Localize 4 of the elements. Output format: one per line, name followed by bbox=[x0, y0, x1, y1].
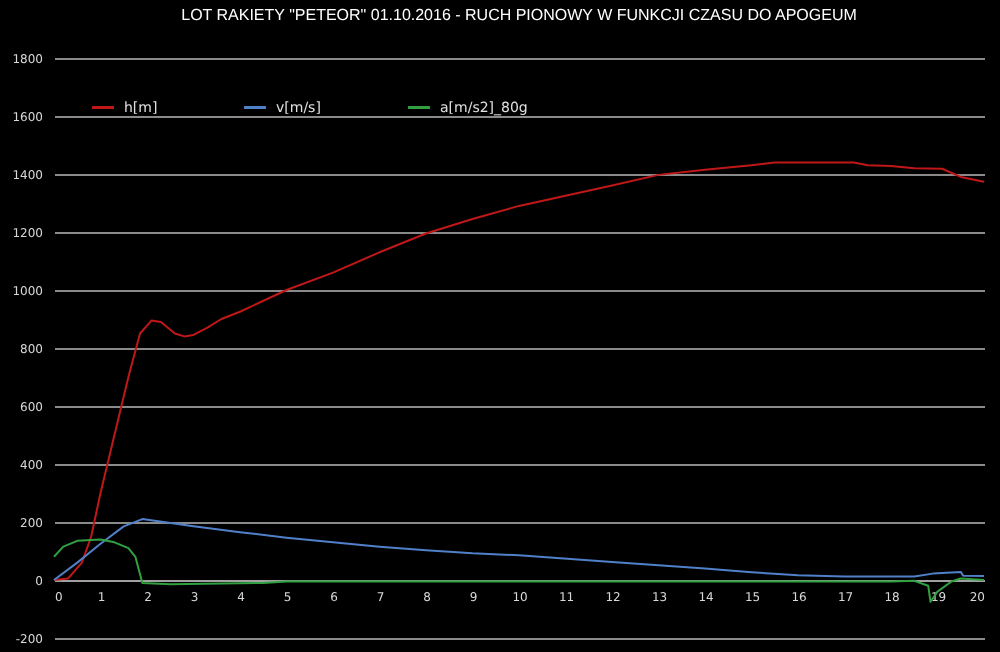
line-series bbox=[53, 538, 985, 603]
line-series bbox=[53, 518, 985, 581]
line-series bbox=[53, 161, 985, 581]
chart-title: LOT RAKIETY "PETEOR" 01.10.2016 - RUCH PIONOWY W FUNKCJI CZASU DO APOGEUM bbox=[181, 6, 858, 24]
